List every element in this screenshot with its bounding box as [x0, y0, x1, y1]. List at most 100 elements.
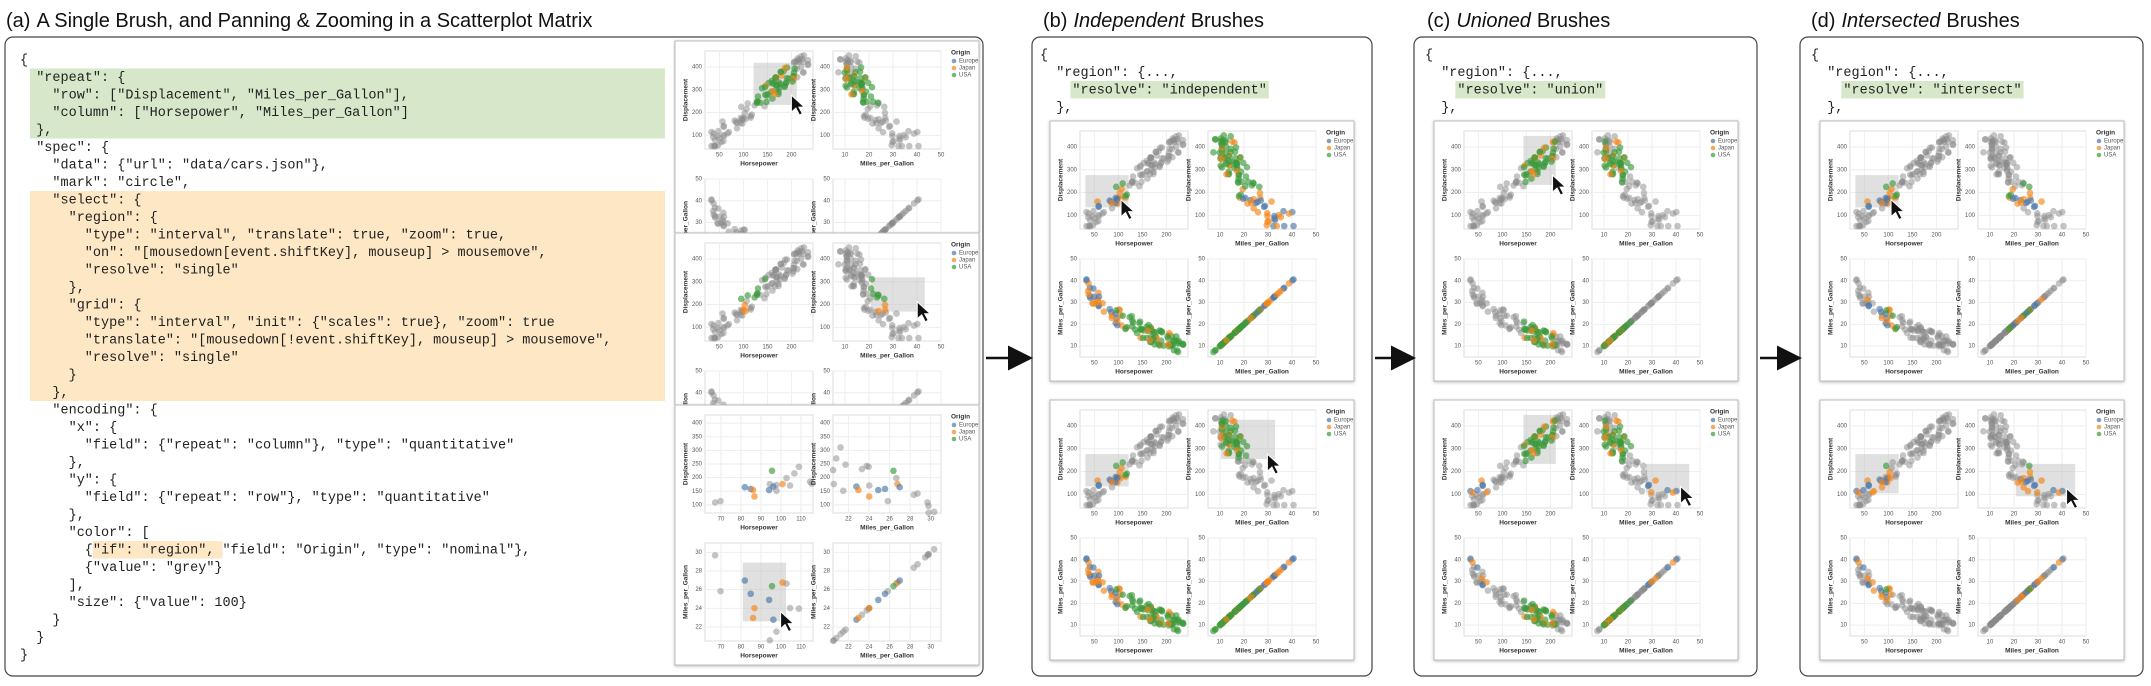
point — [1988, 141, 1996, 149]
point — [1090, 285, 1097, 292]
point — [1256, 462, 1263, 470]
point — [1144, 606, 1151, 613]
y-tick-label: 300 — [820, 279, 831, 285]
point — [1899, 598, 1907, 605]
x-tick-label: 40 — [1289, 233, 1296, 239]
point — [1285, 559, 1293, 566]
point — [1563, 341, 1571, 348]
x-tick-label: 10 — [1987, 640, 1994, 646]
point — [1231, 139, 1238, 146]
point — [1179, 141, 1187, 149]
x-tick-label: 50 — [1697, 233, 1704, 239]
y-tick-label: 100 — [1067, 213, 1078, 219]
point — [765, 596, 773, 604]
legend-label: Japan — [1334, 425, 1350, 431]
point — [1903, 443, 1911, 451]
point — [1619, 604, 1627, 612]
point — [1089, 300, 1097, 308]
point — [742, 307, 749, 315]
y-tick-label: 26 — [823, 587, 830, 593]
point — [842, 82, 850, 89]
point — [1099, 489, 1106, 496]
x-tick-label: 30 — [2035, 361, 2042, 367]
point — [1218, 434, 1225, 442]
code-line: { — [1425, 49, 1433, 64]
point — [915, 196, 922, 203]
legend-swatch — [1326, 424, 1332, 430]
legend-title: Origin — [951, 414, 970, 421]
point — [1664, 564, 1671, 571]
point — [910, 322, 918, 329]
y-tick-label: 200 — [692, 475, 703, 481]
legend-swatch — [2096, 424, 2102, 430]
y-tick-label: 200 — [820, 110, 831, 116]
point — [769, 80, 777, 87]
panel-title: (d) Intersected Brushes — [1811, 10, 2020, 32]
point — [1640, 468, 1648, 476]
point — [1935, 341, 1942, 349]
legend-swatch — [951, 65, 957, 71]
point — [1631, 199, 1639, 207]
point — [1179, 341, 1187, 348]
point — [751, 604, 758, 612]
legend-label: Europe — [959, 423, 979, 429]
point — [843, 64, 851, 72]
point — [753, 99, 761, 107]
point — [1926, 162, 1933, 169]
point — [1601, 441, 1609, 448]
point — [1865, 482, 1872, 490]
point — [1536, 148, 1544, 156]
point — [1129, 598, 1137, 605]
point — [2026, 307, 2033, 314]
point — [2060, 276, 2067, 283]
point — [1896, 313, 1903, 321]
point — [1669, 210, 1677, 217]
point — [1896, 461, 1903, 468]
code-line: "data": {"url": "data/cars.json"}, — [20, 159, 328, 174]
point — [2055, 280, 2063, 287]
point — [843, 253, 851, 261]
panel-emphasis: Unioned — [1456, 10, 1531, 32]
legend-title: Origin — [951, 50, 970, 57]
x-tick-label: 10 — [1601, 233, 1608, 239]
point — [1906, 319, 1913, 327]
point — [888, 220, 896, 228]
point — [1615, 427, 1623, 435]
point — [1227, 612, 1235, 619]
point — [888, 333, 896, 341]
point — [2043, 501, 2051, 509]
point — [1549, 341, 1556, 349]
point — [2004, 178, 2012, 186]
point — [872, 119, 880, 127]
point — [733, 119, 740, 127]
legend-label: USA — [2104, 432, 2116, 438]
point — [1220, 411, 1228, 418]
point — [1540, 423, 1548, 431]
point — [865, 463, 872, 471]
x-tick-label: 50 — [2083, 640, 2090, 646]
legend-swatch — [951, 72, 957, 78]
y-axis-title: Miles_per_Gallon — [1570, 281, 1577, 335]
point — [1661, 492, 1669, 500]
point — [1112, 586, 1120, 593]
point — [2060, 222, 2067, 230]
point — [1980, 148, 1987, 156]
point — [852, 78, 860, 85]
point — [2033, 578, 2041, 586]
x-tick-label: 100 — [1497, 361, 1508, 367]
point — [1647, 210, 1655, 217]
point — [1892, 325, 1899, 333]
point — [1997, 411, 2005, 419]
point — [858, 465, 866, 473]
x-axis-title: Horsepower — [1499, 520, 1537, 527]
y-tick-label: 400 — [692, 257, 703, 263]
point — [1530, 336, 1538, 344]
point — [1227, 411, 1235, 419]
point — [1510, 461, 1517, 468]
point — [1625, 461, 1633, 469]
legend-swatch — [951, 257, 957, 263]
code-line: }, — [1040, 101, 1072, 116]
point — [1926, 423, 1934, 431]
point — [1870, 587, 1878, 594]
point — [1997, 612, 2005, 619]
